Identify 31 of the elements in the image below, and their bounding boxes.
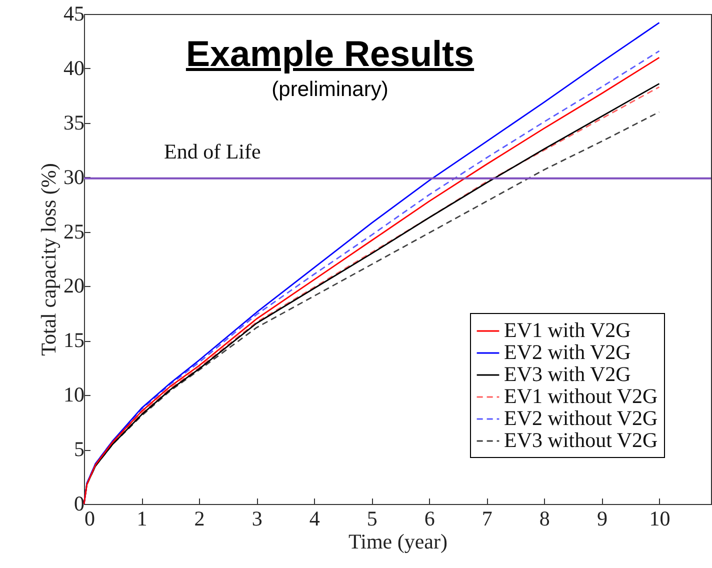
x-axis-title: Time (year) xyxy=(348,530,448,554)
x-tick-label: 6 xyxy=(424,506,435,530)
x-tick-label: 7 xyxy=(482,506,492,530)
y-tick-label: 10 xyxy=(64,382,84,407)
y-tick-label: 45 xyxy=(64,2,84,26)
x-tick-label: 4 xyxy=(309,506,320,530)
y-tick-label: 40 xyxy=(64,56,84,80)
x-tick-label: 9 xyxy=(596,506,608,530)
text: Example Results xyxy=(186,33,474,74)
text: (preliminary) xyxy=(270,78,390,102)
y-axis-title: Total capacity loss (%) xyxy=(36,163,60,356)
y-tick-label: 25 xyxy=(64,219,84,244)
legend-label: EV3 without V2G xyxy=(504,428,658,452)
y-tick-label: 20 xyxy=(64,274,84,298)
x-tick-label: 5 xyxy=(366,506,378,530)
legend-label: EV3 with V2G xyxy=(504,362,631,386)
y-tick-label: 15 xyxy=(64,328,84,352)
legend-label: EV2 without V2G xyxy=(504,406,658,430)
y-tick-label: 35 xyxy=(64,110,84,134)
x-tick-label: 1 xyxy=(136,506,148,530)
y-tick-label: 5 xyxy=(74,437,84,462)
ref-line-label: End of Life xyxy=(164,139,261,164)
legend-label: EV1 with V2G xyxy=(504,318,631,342)
x-tick-label: 3 xyxy=(252,506,262,530)
y-tick-label: 30 xyxy=(64,164,84,189)
x-tick-label: 2 xyxy=(194,506,205,530)
legend-label: EV1 without V2G xyxy=(504,384,658,408)
legend-label: EV2 with V2G xyxy=(504,340,631,364)
x-tick-label: 10 xyxy=(649,506,670,530)
x-tick-label: 8 xyxy=(539,506,550,530)
y-tick-label: 0 xyxy=(74,492,84,516)
